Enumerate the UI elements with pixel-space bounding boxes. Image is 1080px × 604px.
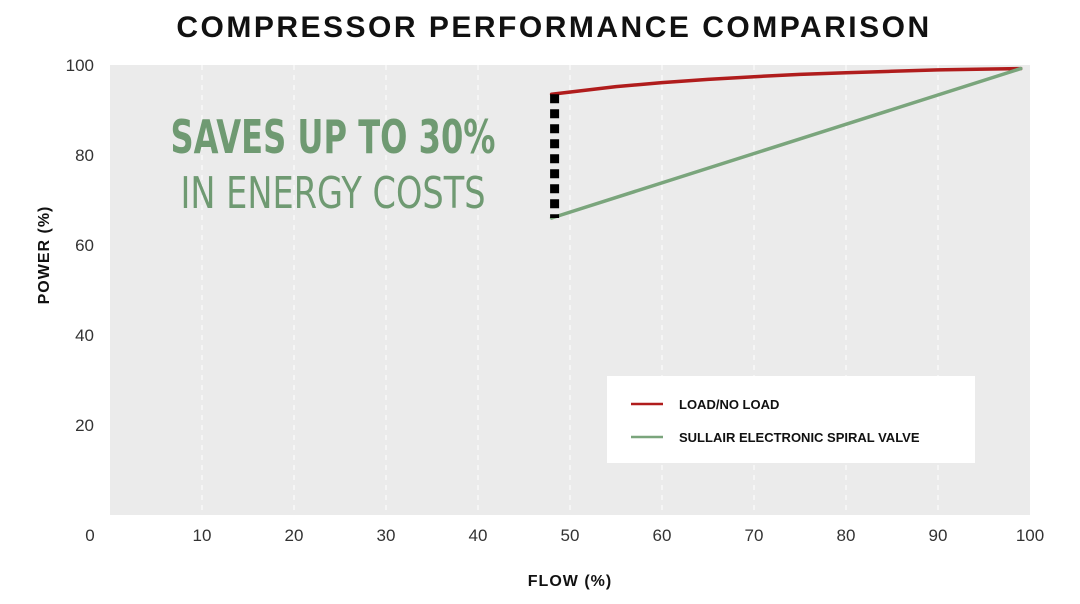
x-axis-ticks: 0 10 20 30 40 50 60 70 80 90 100	[85, 526, 1044, 545]
legend-label-load-no-load: LOAD/NO LOAD	[679, 397, 779, 412]
x-tick-label: 50	[561, 526, 580, 545]
y-axis-ticks: 20 40 60 80 100	[66, 56, 94, 435]
x-tick-label: 20	[285, 526, 304, 545]
y-tick-label: 80	[75, 146, 94, 165]
x-tick-label: 80	[837, 526, 856, 545]
x-tick-label: 100	[1016, 526, 1044, 545]
y-tick-label: 100	[66, 56, 94, 75]
x-tick-label: 10	[193, 526, 212, 545]
x-tick-label: 60	[653, 526, 672, 545]
x-axis-label: FLOW (%)	[528, 573, 612, 590]
series-line-1	[549, 66, 1023, 220]
chart-title: COMPRESSOR PERFORMANCE COMPARISON	[176, 11, 931, 44]
legend-label-spiral-valve: SULLAIR ELECTRONIC SPIRAL VALVE	[679, 430, 920, 445]
series-line-0	[549, 66, 1023, 97]
x-tick-label: 0	[85, 526, 94, 545]
series-layer	[549, 66, 1023, 220]
x-tick-label: 70	[745, 526, 764, 545]
callout-line-2: IN ENERGY COSTS	[181, 168, 486, 219]
callout-line-1: SAVES UP TO 30%	[171, 110, 496, 164]
legend: LOAD/NO LOAD SULLAIR ELECTRONIC SPIRAL V…	[607, 376, 975, 463]
legend-box	[607, 376, 975, 463]
y-tick-label: 40	[75, 326, 94, 345]
y-tick-label: 20	[75, 416, 94, 435]
x-tick-label: 90	[929, 526, 948, 545]
y-axis-label: POWER (%)	[36, 206, 53, 305]
y-tick-label: 60	[75, 236, 94, 255]
x-tick-label: 40	[469, 526, 488, 545]
x-tick-label: 30	[377, 526, 396, 545]
